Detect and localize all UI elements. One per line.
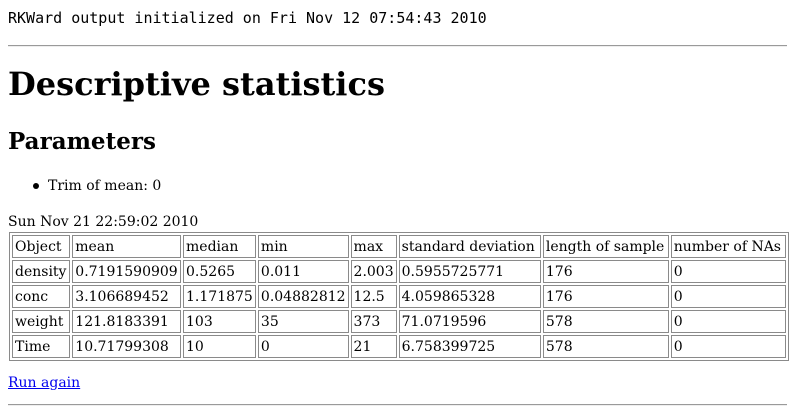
table-header-cell: standard deviation	[398, 235, 541, 258]
table-cell: 0.7191590909	[72, 260, 182, 283]
table-cell: 2.003	[350, 260, 397, 283]
table-cell: 35	[257, 310, 349, 333]
horizontal-rule-top	[8, 45, 787, 47]
statistics-table: Object mean median min max standard devi…	[9, 232, 789, 361]
table-cell: 0	[257, 335, 349, 358]
table-header-cell: mean	[72, 235, 182, 258]
table-cell: 176	[542, 285, 669, 308]
parameters-heading: Parameters	[8, 128, 156, 155]
table-cell: 12.5	[350, 285, 397, 308]
table-cell: 0.04882812	[257, 285, 349, 308]
table-cell: 10	[183, 335, 256, 358]
table-row: density 0.7191590909 0.5265 0.011 2.003 …	[12, 260, 786, 283]
table-header-cell: length of sample	[542, 235, 669, 258]
table-cell: conc	[12, 285, 71, 308]
page-title: Descriptive statistics	[8, 65, 385, 103]
table-cell: 21	[350, 335, 397, 358]
table-row: conc 3.106689452 1.171875 0.04882812 12.…	[12, 285, 786, 308]
table-cell: 578	[542, 310, 669, 333]
table-cell: 176	[542, 260, 669, 283]
parameter-item: Trim of mean: 0	[33, 176, 162, 196]
table-cell: 373	[350, 310, 397, 333]
output-timestamp: Sun Nov 21 22:59:02 2010	[8, 214, 199, 230]
table-cell: 4.059865328	[398, 285, 541, 308]
table-cell: 0	[670, 260, 786, 283]
table-cell: 0.5265	[183, 260, 256, 283]
table-cell: 71.0719596	[398, 310, 541, 333]
parameter-item-text: Trim of mean: 0	[48, 178, 162, 194]
table-cell: 3.106689452	[72, 285, 182, 308]
table-header-cell: median	[183, 235, 256, 258]
table-cell: 10.71799308	[72, 335, 182, 358]
parameters-list: Trim of mean: 0	[8, 176, 161, 196]
table-cell: weight	[12, 310, 71, 333]
table-header-row: Object mean median min max standard devi…	[12, 235, 786, 258]
table-cell: 103	[183, 310, 256, 333]
table-cell: 6.758399725	[398, 335, 541, 358]
table-cell: 0	[670, 285, 786, 308]
bullet-icon	[33, 183, 39, 189]
table-cell: 0.5955725771	[398, 260, 541, 283]
table-cell: 0	[670, 335, 786, 358]
run-again-link[interactable]: Run again	[8, 375, 81, 391]
table-header-cell: Object	[12, 235, 71, 258]
table-cell: 0.011	[257, 260, 349, 283]
table-cell: 1.171875	[183, 285, 256, 308]
table-cell: 578	[542, 335, 669, 358]
table-header-cell: number of NAs	[670, 235, 786, 258]
table-row: weight 121.8183391 103 35 373 71.0719596…	[12, 310, 786, 333]
table-cell: Time	[12, 335, 71, 358]
table-row: Time 10.71799308 10 0 21 6.758399725 578…	[12, 335, 786, 358]
table-cell: 0	[670, 310, 786, 333]
horizontal-rule-bottom	[8, 404, 787, 406]
table-header-cell: min	[257, 235, 349, 258]
output-initialized-line: RKWard output initialized on Fri Nov 12 …	[8, 9, 487, 27]
table-header-cell: max	[350, 235, 397, 258]
table-cell: density	[12, 260, 71, 283]
table-cell: 121.8183391	[72, 310, 182, 333]
